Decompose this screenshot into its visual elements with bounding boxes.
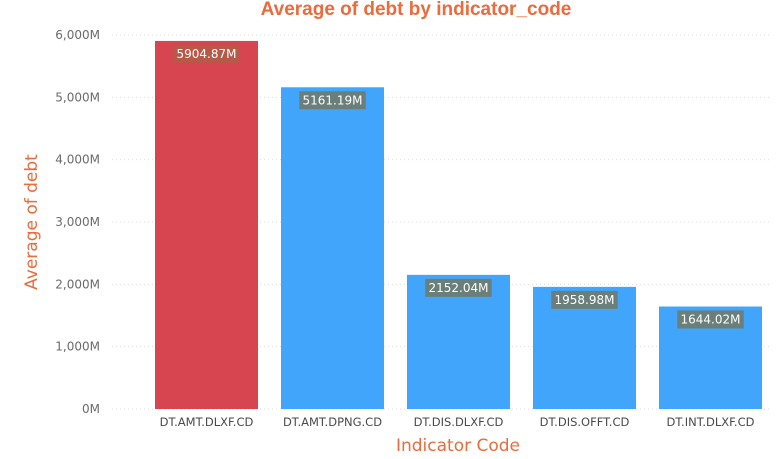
x-tick-label: DT.AMT.DPNG.CD <box>283 415 382 429</box>
chart-title: Average of debt by indicator_code <box>261 0 572 20</box>
y-tick-label: 2,000M <box>55 277 100 291</box>
data-label: 2152.04M <box>429 281 489 295</box>
data-label-box <box>299 91 366 110</box>
y-tick-label: 4,000M <box>55 153 100 167</box>
data-label-box <box>677 310 744 329</box>
data-label-box <box>425 278 492 297</box>
data-label: 1644.02M <box>681 313 741 327</box>
x-tick-label: DT.DIS.OFFT.CD <box>540 415 630 429</box>
x-tick-label: DT.AMT.DLXF.CD <box>160 415 254 429</box>
bar[interactable] <box>155 40 258 409</box>
data-label: 5161.19M <box>303 93 363 107</box>
data-label-box <box>551 290 618 309</box>
y-tick-label: 6,000M <box>55 28 100 42</box>
y-tick-label: 3,000M <box>55 215 100 229</box>
y-tick-label: 5,000M <box>55 90 100 104</box>
bars <box>155 40 762 409</box>
data-labels: 5904.87M 5161.19M 2152.04M 1958.98M 1644.02M <box>173 44 744 329</box>
data-label: 1958.98M <box>555 293 615 307</box>
x-axis-title: Indicator Code <box>396 436 520 456</box>
data-label: 5904.87M <box>177 47 237 61</box>
y-axis-ticks: 0M 1,000M 2,000M 3,000M 4,000M 5,000M 6,000M <box>55 28 100 416</box>
y-tick-label: 1,000M <box>55 340 100 354</box>
y-tick-label: 0M <box>82 402 100 416</box>
x-axis-ticks: DT.AMT.DLXF.CD DT.AMT.DPNG.CD DT.DIS.DLXF.… <box>160 415 755 429</box>
x-tick-label: DT.INT.DLXF.CD <box>667 415 755 429</box>
y-axis-title: Average of debt <box>22 154 42 290</box>
bar[interactable] <box>407 274 510 409</box>
data-label-box <box>173 44 240 63</box>
x-tick-label: DT.DIS.DLXF.CD <box>414 415 504 429</box>
bar[interactable] <box>281 87 384 409</box>
